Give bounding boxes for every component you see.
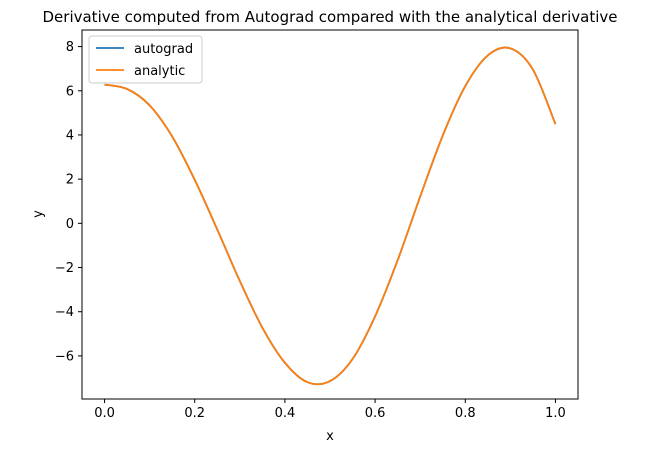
x-tick-label: 1.0 [545,406,566,421]
series-lines [104,46,557,386]
y-axis-label: y [31,210,46,218]
x-tick-label: 0.2 [184,406,205,421]
x-tick-label: 0.0 [94,406,115,421]
x-tick-label: 0.4 [275,406,296,421]
chart-title: Derivative computed from Autograd compar… [43,8,618,26]
y-tick-label: 0 [66,217,74,232]
axes-frame [81,29,579,400]
plot-area [81,29,579,400]
y-tick-label: 8 [66,40,74,55]
x-tick-label: 0.8 [455,406,476,421]
y-tick-label: −4 [55,305,74,320]
y-tick-label: −2 [55,261,74,276]
legend-label-autograd: autograd [134,42,193,57]
y-tick-label: 4 [66,128,74,143]
legend: autograd analytic [88,35,203,84]
legend-label-analytic: analytic [134,64,185,79]
y-tick-label: −6 [55,349,74,364]
y-axis-ticks: −6 −4 −2 0 2 4 6 8 [55,40,82,364]
x-tick-label: 0.6 [365,406,386,421]
x-axis-ticks: 0.0 0.2 0.4 0.6 0.8 1.0 [94,399,566,421]
y-tick-label: 6 [66,84,74,99]
x-axis-label: x [326,429,334,444]
series-line-analytic [104,46,557,386]
y-tick-label: 2 [66,173,74,188]
